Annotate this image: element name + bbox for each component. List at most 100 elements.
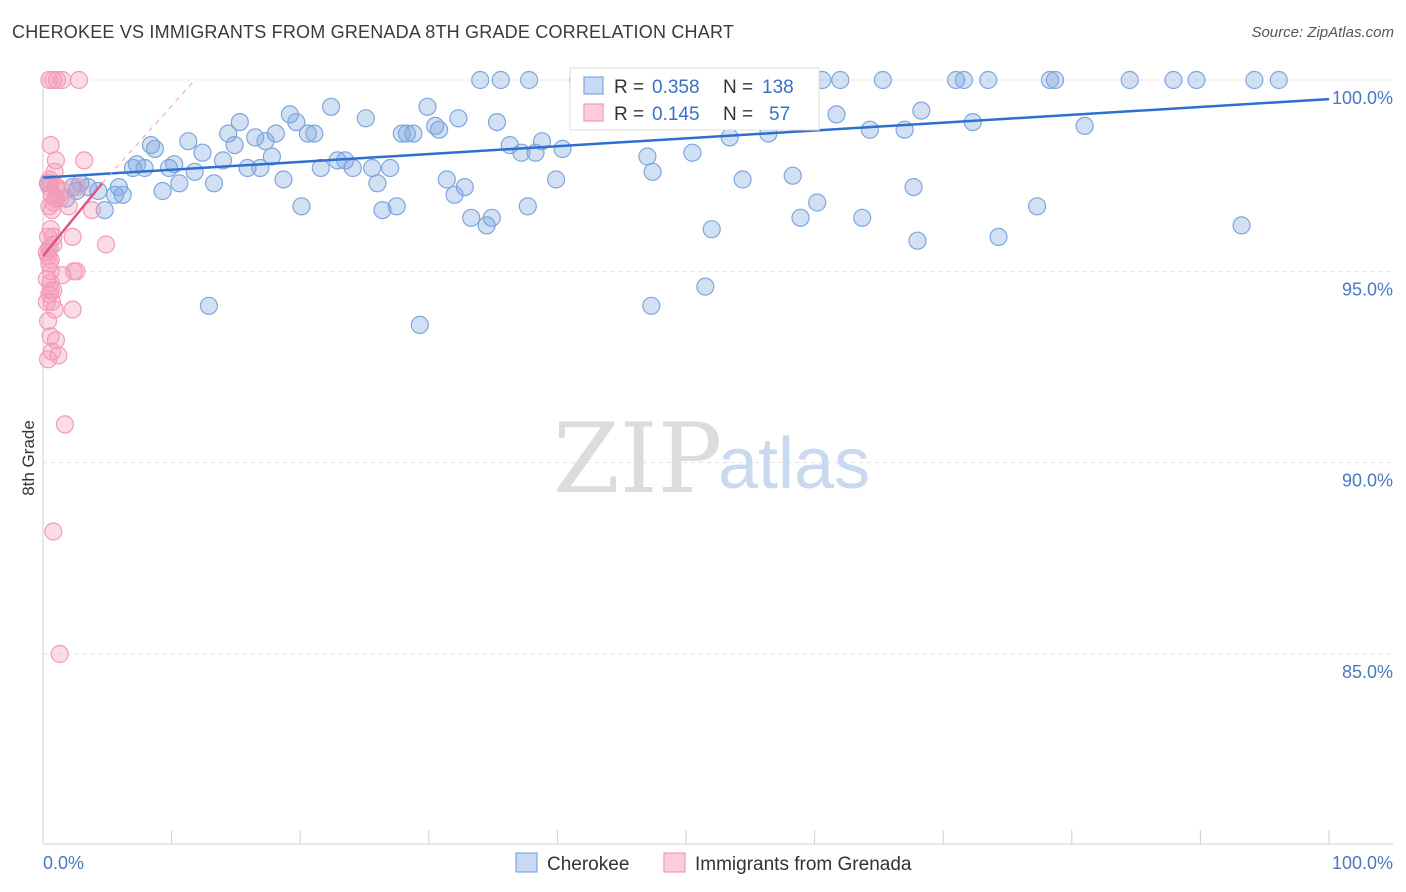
data-point	[63, 300, 82, 319]
y-tick-labels: 100.0% 95.0% 90.0% 85.0%	[1332, 88, 1393, 682]
data-point	[37, 292, 57, 311]
stats-n-value-2: 57	[769, 104, 790, 125]
data-point	[185, 162, 204, 181]
data-point	[720, 128, 739, 147]
stats-n-label-2: N =	[723, 104, 753, 125]
x-tick-label-max: 100.0%	[1332, 853, 1393, 873]
watermark-atlas: atlas	[718, 424, 870, 504]
data-point	[40, 170, 59, 189]
data-point	[455, 178, 474, 197]
data-point	[322, 97, 341, 116]
data-point	[791, 208, 810, 227]
data-point	[908, 231, 927, 250]
stats-r-label-1: R =	[614, 77, 644, 98]
data-point	[38, 350, 58, 369]
x-ticks	[42, 830, 1330, 844]
data-point	[404, 124, 423, 143]
trend-lines	[42, 79, 1330, 257]
data-point	[954, 70, 973, 90]
stats-n-label-1: N =	[723, 77, 753, 98]
data-point	[38, 312, 58, 331]
data-point	[387, 197, 406, 216]
data-point	[445, 185, 464, 204]
data-point	[41, 250, 60, 269]
data-point	[95, 201, 114, 220]
data-point	[63, 227, 82, 246]
data-point	[553, 139, 572, 158]
legend-label-cherokee: Cherokee	[547, 854, 629, 875]
data-point	[153, 181, 172, 201]
data-point	[67, 262, 86, 281]
data-point	[363, 158, 382, 178]
y-axis-title: 8th Grade	[19, 420, 38, 496]
data-point	[225, 136, 244, 155]
data-point	[68, 178, 87, 197]
data-point	[642, 296, 661, 315]
data-point	[1040, 70, 1060, 90]
trend-line-cherokee	[42, 97, 1330, 179]
data-point	[430, 120, 449, 139]
data-point	[292, 197, 311, 216]
stats-n-value-1: 138	[762, 77, 794, 98]
data-point	[44, 227, 63, 246]
data-point	[853, 208, 872, 227]
data-point	[246, 128, 265, 147]
data-point	[827, 105, 846, 124]
data-point	[46, 331, 66, 350]
data-points	[37, 70, 1288, 664]
bottom-legend: Cherokee Immigrants from Grenada	[515, 852, 912, 875]
data-point	[532, 132, 552, 151]
data-point	[199, 296, 218, 315]
data-point	[912, 101, 931, 120]
data-point	[41, 281, 60, 300]
data-point	[643, 162, 662, 181]
data-point	[287, 112, 306, 132]
data-point	[204, 174, 224, 193]
data-point	[449, 109, 468, 128]
y-tick-label: 100.0%	[1332, 88, 1393, 108]
data-point	[193, 143, 212, 162]
data-point	[418, 97, 437, 116]
data-point	[305, 124, 324, 143]
legend-swatch-cherokee	[515, 852, 538, 873]
data-point	[491, 70, 510, 90]
legend-swatch-grenada	[663, 852, 686, 873]
y-tick-label: 95.0%	[1342, 279, 1393, 299]
y-tick-label: 90.0%	[1342, 471, 1393, 491]
data-point	[471, 70, 490, 90]
data-point	[47, 178, 67, 197]
stats-swatch-grenada	[583, 103, 604, 122]
stats-swatch-cherokee	[583, 76, 604, 95]
data-point	[75, 151, 94, 170]
data-point	[1045, 70, 1065, 90]
data-point	[145, 139, 164, 158]
data-point	[47, 70, 67, 90]
data-point	[256, 132, 275, 151]
trend-extension-grenada	[101, 79, 196, 184]
data-point	[82, 201, 102, 220]
source-credit: Source: ZipAtlas.com	[1251, 24, 1394, 41]
data-point	[230, 112, 249, 132]
data-point	[979, 70, 998, 90]
data-point	[343, 158, 362, 178]
data-point	[873, 70, 892, 90]
data-point	[44, 522, 63, 541]
data-point	[1245, 70, 1264, 90]
data-point	[989, 227, 1008, 246]
data-point	[41, 136, 60, 155]
stats-box-frame	[569, 67, 820, 131]
data-point	[356, 109, 375, 128]
data-point	[53, 70, 72, 90]
data-point	[213, 151, 233, 170]
watermark: ZIP atlas	[553, 403, 870, 515]
data-point	[179, 132, 198, 151]
data-point	[1164, 70, 1183, 90]
data-point	[373, 201, 392, 220]
data-point	[696, 277, 715, 296]
data-point	[368, 174, 387, 193]
data-point	[397, 124, 416, 143]
data-point	[946, 70, 966, 90]
legend-label-grenada: Immigrants from Grenada	[695, 854, 912, 875]
data-point	[59, 197, 78, 216]
